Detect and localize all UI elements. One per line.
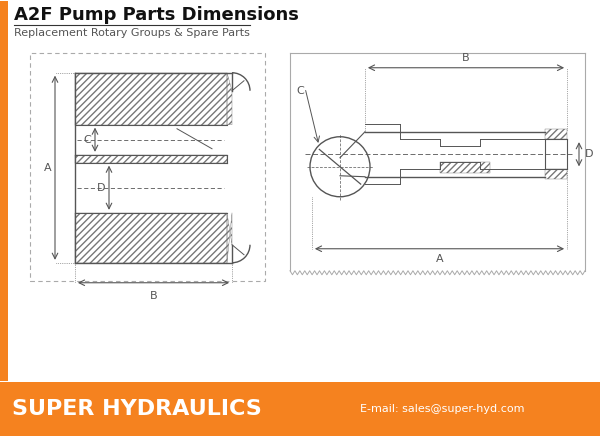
Text: Replacement Rotary Groups & Spare Parts: Replacement Rotary Groups & Spare Parts — [14, 28, 250, 38]
Text: SUPER HYDRAULICS: SUPER HYDRAULICS — [12, 399, 262, 419]
Text: C: C — [296, 86, 304, 96]
Text: D: D — [585, 149, 593, 159]
Bar — [30, 53, 265, 281]
Bar — [0, 1, 8, 381]
Text: B: B — [149, 291, 157, 301]
Text: A: A — [436, 254, 443, 264]
Text: A2F Pump Parts Dimensions: A2F Pump Parts Dimensions — [14, 6, 299, 24]
Text: C: C — [83, 135, 91, 145]
Text: A: A — [44, 163, 52, 173]
Text: E-mail: sales@super-hyd.com: E-mail: sales@super-hyd.com — [360, 404, 524, 414]
Text: B: B — [462, 53, 470, 63]
Text: D: D — [97, 183, 105, 193]
